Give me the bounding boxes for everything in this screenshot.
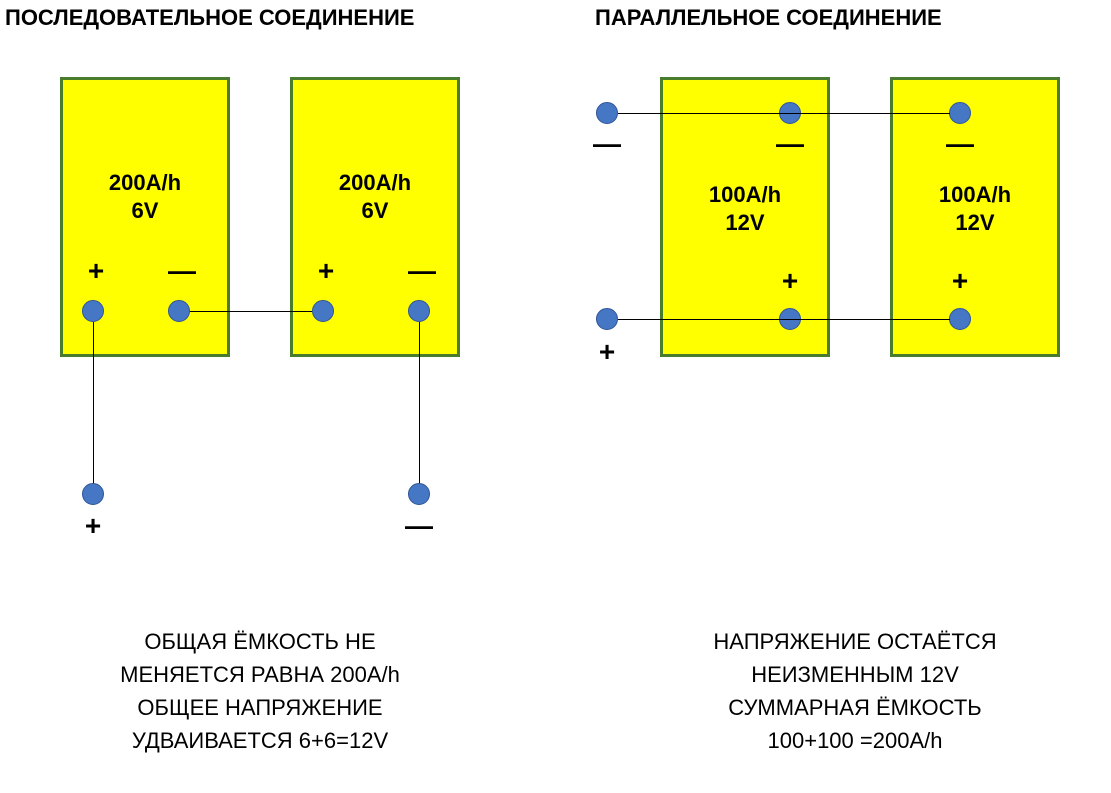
series-interconnect-wire [190, 311, 312, 312]
series-out-minus-wire [419, 322, 420, 490]
series-caption-l1: ОБЩАЯ ЁМКОСТЬ НЕ [60, 625, 460, 658]
series-b1-plus-sign: + [82, 255, 110, 287]
parallel-out-plus-sign: + [593, 336, 621, 368]
series-battery-2-voltage: 6V [293, 198, 457, 224]
parallel-b2-plus-sign: + [946, 265, 974, 297]
series-caption-l4: УДВАИВАЕТСЯ 6+6=12V [60, 724, 460, 757]
parallel-b2-minus-sign: — [946, 128, 974, 160]
series-battery-1-capacity: 200A/h [63, 170, 227, 196]
series-b2-minus-sign: — [408, 255, 436, 287]
parallel-caption-l2: НЕИЗМЕННЫМ 12V [645, 658, 1065, 691]
series-out-plus-sign: + [79, 510, 107, 542]
series-b2-plus-sign: + [312, 255, 340, 287]
parallel-b2-plus-terminal [949, 308, 971, 330]
series-battery-2-capacity: 200A/h [293, 170, 457, 196]
series-battery-1-voltage: 6V [63, 198, 227, 224]
series-out-plus-wire [93, 322, 94, 490]
parallel-plus-bus-wire [618, 319, 950, 320]
series-caption: ОБЩАЯ ЁМКОСТЬ НЕ МЕНЯЕТСЯ РАВНА 200A/h О… [60, 625, 460, 757]
series-caption-l3: ОБЩЕЕ НАПРЯЖЕНИЕ [60, 691, 460, 724]
parallel-caption-l4: 100+100 =200A/h [645, 724, 1065, 757]
parallel-caption-l1: НАПРЯЖЕНИЕ ОСТАЁТСЯ [645, 625, 1065, 658]
series-b1-minus-sign: — [168, 255, 196, 287]
parallel-battery-1-capacity: 100A/h [663, 182, 827, 208]
parallel-b1-plus-sign: + [776, 265, 804, 297]
parallel-out-plus-terminal [596, 308, 618, 330]
parallel-b2-minus-terminal [949, 102, 971, 124]
parallel-title: ПАРАЛЛЕЛЬНОЕ СОЕДИНЕНИЕ [595, 5, 942, 31]
series-b1-minus-terminal [168, 300, 190, 322]
parallel-battery-2: 100A/h 12V [890, 77, 1060, 357]
series-b1-plus-terminal [82, 300, 104, 322]
series-out-minus-terminal [408, 483, 430, 505]
parallel-out-minus-sign: — [593, 128, 621, 160]
series-b2-minus-terminal [408, 300, 430, 322]
series-b2-plus-terminal [312, 300, 334, 322]
series-title: ПОСЛЕДОВАТЕЛЬНОЕ СОЕДИНЕНИЕ [5, 5, 414, 31]
parallel-battery-1-voltage: 12V [663, 210, 827, 236]
parallel-caption: НАПРЯЖЕНИЕ ОСТАЁТСЯ НЕИЗМЕННЫМ 12V СУММА… [645, 625, 1065, 757]
parallel-battery-1: 100A/h 12V [660, 77, 830, 357]
parallel-minus-bus-wire [618, 113, 950, 114]
parallel-battery-2-capacity: 100A/h [893, 182, 1057, 208]
parallel-b1-minus-sign: — [776, 128, 804, 160]
series-out-plus-terminal [82, 483, 104, 505]
parallel-battery-2-voltage: 12V [893, 210, 1057, 236]
parallel-out-minus-terminal [596, 102, 618, 124]
series-caption-l2: МЕНЯЕТСЯ РАВНА 200A/h [60, 658, 460, 691]
series-out-minus-sign: — [405, 510, 433, 542]
parallel-caption-l3: СУММАРНАЯ ЁМКОСТЬ [645, 691, 1065, 724]
